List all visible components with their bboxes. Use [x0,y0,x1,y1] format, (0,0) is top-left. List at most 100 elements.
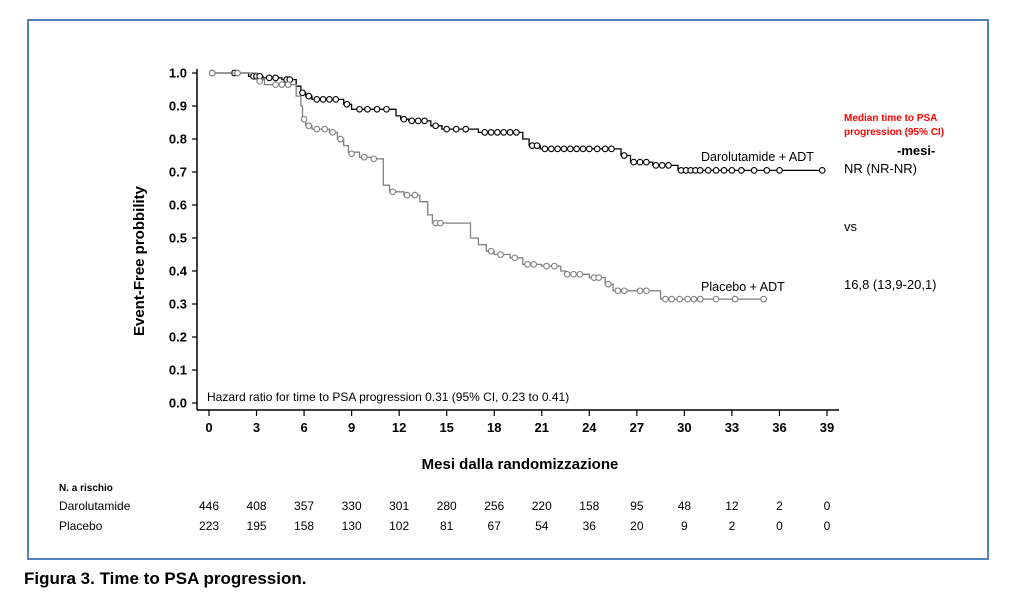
censor-mark [305,92,313,100]
x-tick-label: 18 [487,420,501,435]
censor-mark [738,167,745,174]
y-tick-label: 1.0 [169,66,187,81]
censor-mark [506,129,514,136]
y-tick-label: 0.9 [169,99,187,114]
censor-mark [570,270,577,278]
hazard-ratio-annotation: Hazard ratio for time to PSA progression… [207,390,569,404]
censor-mark [511,254,519,262]
censor-mark [563,270,571,278]
censor-mark [389,188,397,196]
risk-row-placebo: Placebo 223 195 158 130 102 81 67 54 36 20 9 2 0 0 [59,519,831,533]
censor-mark [585,145,593,153]
y-tick-label: 0.8 [169,132,187,147]
censor-mark [608,145,615,153]
y-tick-label: 0.2 [169,330,187,345]
censor-mark [432,122,439,130]
x-tick-label: 21 [535,420,549,435]
censor-mark [256,77,264,85]
risk-cell: 12 [725,499,739,513]
risk-cell: 2 [729,519,736,533]
censor-mark [818,167,826,174]
risk-cell: 9 [681,519,688,533]
km-chart: 0.00.10.20.30.40.50.60.70.80.91.0 0 3 6 9 12… [59,66,944,534]
censor-mark [728,167,736,174]
censor-mark [696,167,704,174]
censor-mark [373,105,381,113]
x-axis-label: Mesi dalla randomizzazione [422,456,619,473]
risk-cell: 446 [199,499,219,513]
censor-mark [524,261,531,268]
censor-mark [319,96,327,103]
censor-mark [300,115,308,123]
censor-mark [595,274,603,281]
censor-mark [305,122,313,130]
km-curve-placebo [209,72,764,300]
censor-mark [326,96,333,103]
censor-mark [652,162,660,169]
censor-mark [554,145,561,153]
censor-mark [620,287,628,295]
series-group [208,69,826,303]
x-tick-label: 39 [820,420,834,435]
risk-cell: 36 [583,519,597,533]
risk-cell: 408 [247,499,267,513]
censor-mark [576,270,584,278]
censor-mark [551,262,558,270]
censor-mark [665,162,672,169]
risk-row-values: 446 408 357 330 301 280 256 220 158 95 48 12 2 0 [199,499,831,513]
risk-cell: 81 [440,519,454,533]
y-tick-label: 0.3 [169,297,187,312]
censor-mark [437,219,444,227]
risk-cell: 0 [824,519,831,533]
x-tick-label: 15 [439,420,453,435]
x-tick-label: 6 [300,420,307,435]
x-tick-labels: 0 3 6 9 12 15 18 21 24 27 30 33 36 39 [205,420,834,435]
censor-mark [668,295,676,303]
risk-cell: 67 [488,519,502,533]
censor-mark [676,295,683,303]
censor-mark [313,125,321,133]
censor-mark [370,155,378,163]
series-label-placebo: Placebo + ADT [701,280,785,294]
censor-mark [643,287,650,295]
risk-cell: 0 [824,499,831,513]
censor-mark [337,135,344,143]
censor-mark [763,167,771,174]
censor-mark [364,105,371,113]
censor-mark [414,117,422,125]
censor-mark [541,145,549,153]
x-tick-label: 3 [253,420,260,435]
risk-row-darolutamide: Darolutamide 446 408 357 330 301 280 256 220 158… [59,499,831,513]
risk-cell: 48 [678,499,692,513]
risk-cell: 357 [294,499,314,513]
censor-mark [760,295,767,303]
y-tick-labels: 0.0 0.1 0.2 0.3 0.4 0.5 0.6 0.7 0.8 0.9 1.0 [169,66,188,411]
risk-cell: 195 [247,519,267,533]
censor-mark [704,167,712,174]
risk-cell: 102 [389,519,409,533]
series-placebo [208,69,767,303]
series-label-darolutamide: Darolutamide + ADT [701,150,814,164]
y-tick-label: 0.1 [169,363,187,378]
risk-cell: 223 [199,519,219,533]
censor-mark [636,158,644,166]
censor-mark [566,145,574,153]
censor-mark [684,295,691,303]
risk-cell: 54 [535,519,549,533]
censor-mark [560,145,568,153]
censor-mark [658,162,666,169]
censor-mark [443,125,451,133]
censor-mark [348,150,355,158]
risk-cell: 280 [437,499,457,513]
x-tick-label: 0 [205,420,212,435]
censor-mark [400,115,408,123]
median-darolutamide-value: NR (NR-NR) [844,161,917,176]
censor-mark [712,167,720,174]
censor-mark [494,129,501,136]
censor-mark [579,145,587,153]
median-placebo-value: 16,8 (13,9-20,1) [844,277,937,292]
risk-cell: 0 [776,519,783,533]
censor-mark [481,129,489,136]
censor-mark [593,145,601,153]
censor-mark [421,117,428,125]
